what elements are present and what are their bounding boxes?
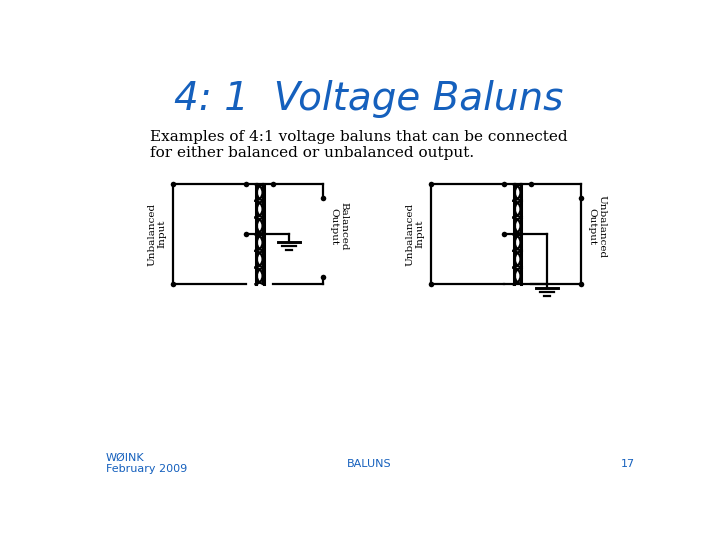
Text: Examples of 4:1 voltage baluns that can be connected
for either balanced or unba: Examples of 4:1 voltage baluns that can … bbox=[150, 130, 567, 160]
Text: Unbalanced
Input: Unbalanced Input bbox=[405, 202, 425, 266]
Text: Balanced
Output: Balanced Output bbox=[329, 202, 348, 251]
Text: 17: 17 bbox=[621, 458, 634, 469]
Text: WØINK
February 2009: WØINK February 2009 bbox=[106, 453, 187, 475]
Text: Unbalanced
Output: Unbalanced Output bbox=[587, 195, 606, 258]
Text: 4: 1  Voltage Baluns: 4: 1 Voltage Baluns bbox=[174, 80, 564, 118]
Text: BALUNS: BALUNS bbox=[347, 458, 391, 469]
Text: Unbalanced
Input: Unbalanced Input bbox=[147, 202, 166, 266]
